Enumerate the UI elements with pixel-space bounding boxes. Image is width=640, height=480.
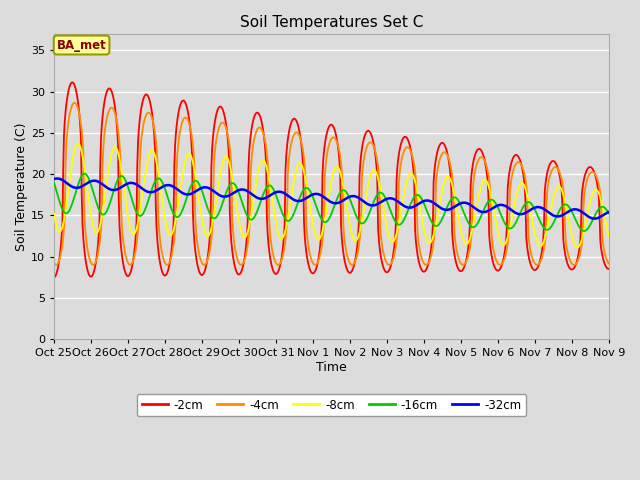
-2cm: [400, 135, 408, 141]
-32cm: [400, 203, 408, 208]
-8cm: [60, 217, 68, 223]
Text: BA_met: BA_met: [57, 38, 106, 51]
-4cm: [400, 150, 408, 156]
-2cm: [68, 80, 76, 85]
-16cm: [50, 180, 58, 185]
-8cm: [74, 141, 82, 146]
-32cm: [590, 216, 598, 222]
Line: -4cm: -4cm: [54, 103, 609, 265]
-4cm: [204, 257, 211, 263]
Line: -32cm: -32cm: [54, 179, 609, 219]
Line: -2cm: -2cm: [54, 83, 609, 277]
-4cm: [71, 100, 79, 106]
-32cm: [174, 187, 182, 193]
-32cm: [118, 184, 125, 190]
-16cm: [118, 173, 125, 179]
-32cm: [204, 185, 211, 191]
-2cm: [50, 275, 58, 280]
Line: -8cm: -8cm: [54, 144, 609, 247]
-16cm: [204, 205, 211, 211]
-16cm: [60, 209, 68, 215]
Y-axis label: Soil Temperature (C): Soil Temperature (C): [15, 122, 28, 251]
-32cm: [50, 176, 58, 182]
-32cm: [416, 200, 424, 206]
-8cm: [416, 203, 424, 209]
-2cm: [174, 111, 182, 117]
-16cm: [580, 228, 588, 234]
-2cm: [416, 262, 424, 268]
-16cm: [400, 218, 408, 224]
Legend: -2cm, -4cm, -8cm, -16cm, -32cm: -2cm, -4cm, -8cm, -16cm, -32cm: [137, 394, 526, 416]
-16cm: [174, 214, 182, 220]
-2cm: [605, 266, 612, 272]
-2cm: [204, 255, 211, 261]
-4cm: [50, 260, 58, 265]
-4cm: [174, 142, 182, 148]
-4cm: [605, 261, 612, 266]
-8cm: [400, 193, 408, 199]
Line: -16cm: -16cm: [54, 174, 609, 231]
-16cm: [605, 211, 612, 216]
-4cm: [533, 262, 541, 268]
-8cm: [174, 202, 182, 207]
-8cm: [204, 234, 211, 240]
-16cm: [81, 171, 89, 177]
-4cm: [60, 227, 68, 232]
-16cm: [416, 193, 424, 199]
-32cm: [61, 179, 68, 184]
-8cm: [118, 171, 125, 177]
-2cm: [118, 252, 125, 257]
X-axis label: Time: Time: [316, 361, 347, 374]
-8cm: [573, 244, 581, 250]
Title: Soil Temperatures Set C: Soil Temperatures Set C: [240, 15, 423, 30]
-2cm: [60, 132, 68, 138]
-8cm: [605, 234, 612, 240]
-32cm: [53, 176, 61, 181]
-32cm: [605, 209, 612, 215]
-4cm: [118, 222, 125, 228]
-8cm: [50, 210, 58, 216]
-4cm: [416, 247, 424, 253]
